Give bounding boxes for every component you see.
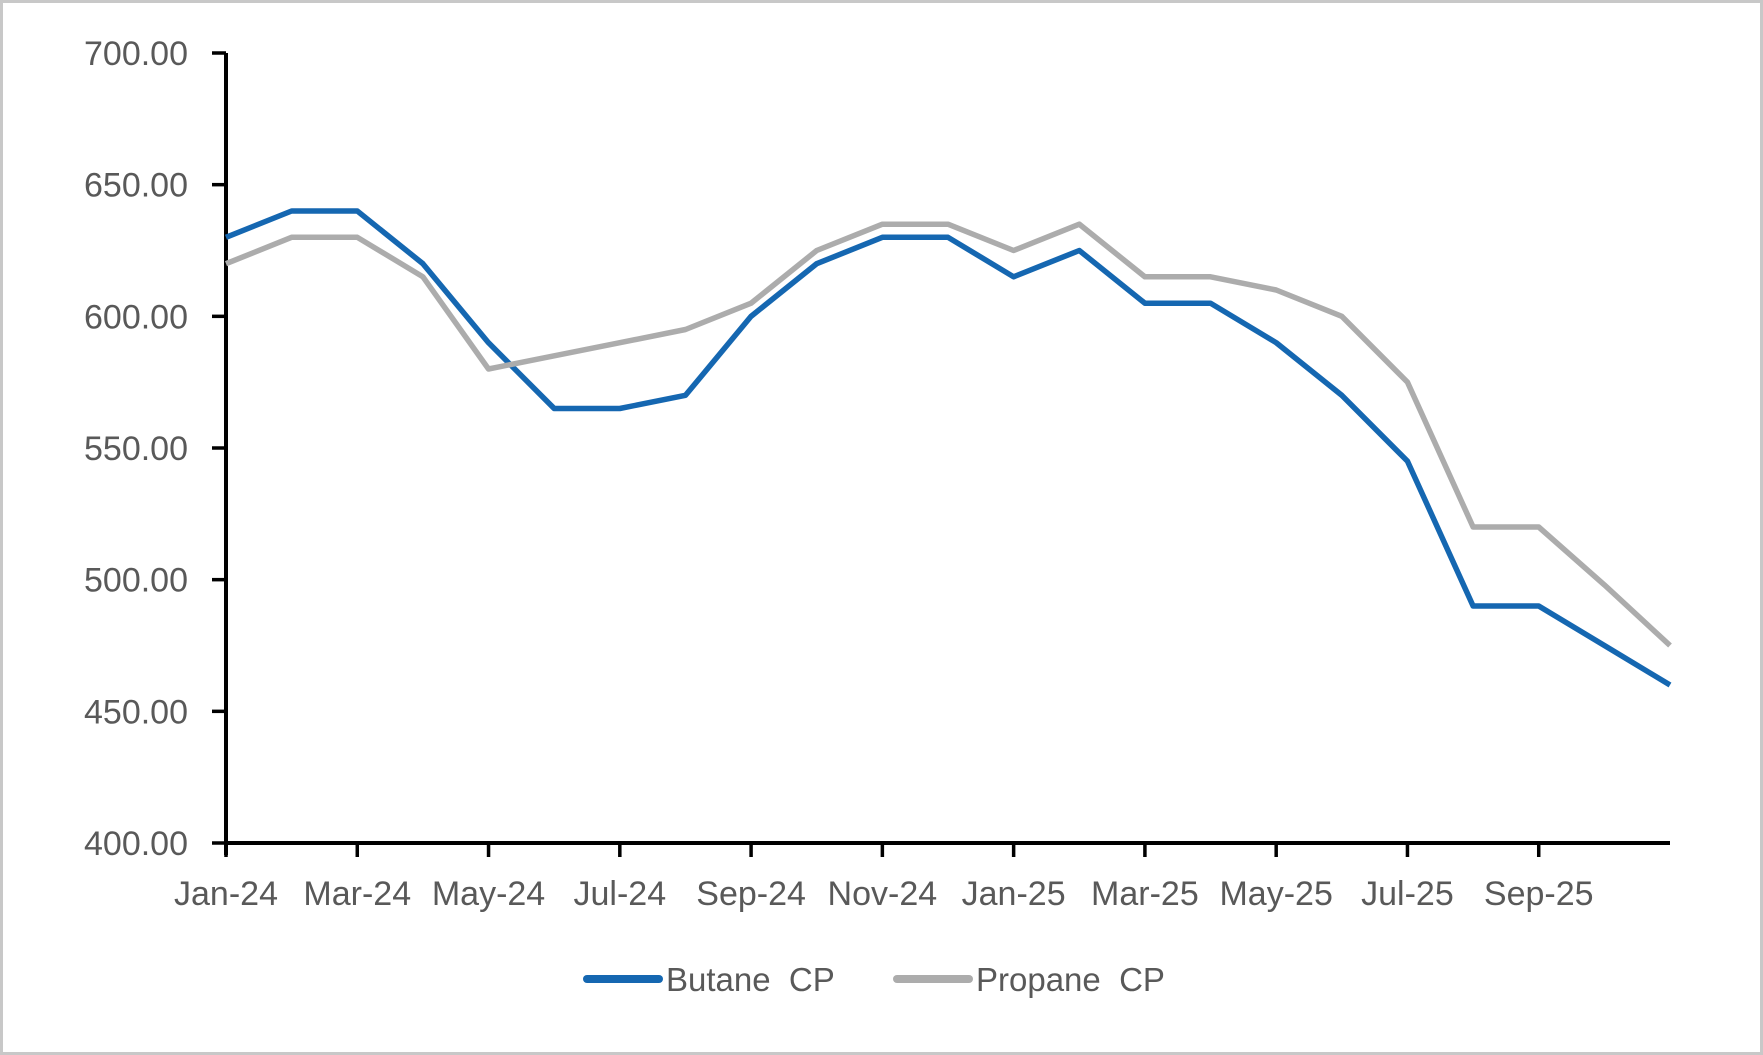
x-tick-label: Sep-25 [1484,875,1594,913]
x-tick-label: Jul-25 [1361,875,1454,913]
x-tick-label: May-24 [432,875,545,913]
y-tick-label: 450.00 [84,693,188,731]
y-axis-labels: 400.00 450.00 500.00 550.00 600.00 650.00 700.… [84,35,188,863]
y-tick-label: 650.00 [84,167,188,205]
y-tick-label: 400.00 [84,825,188,863]
axes [224,53,1670,855]
series-line-propane-cp [224,221,1672,648]
y-tick-label: 600.00 [84,298,188,336]
x-tick-label: Sep-24 [696,875,806,913]
x-tick-label: Jan-25 [962,875,1066,913]
x-axis-labels: Jan-24 Mar-24 May-24 Jul-24 Sep-24 Nov-24 Jan-… [174,875,1594,913]
x-tick-label: Mar-24 [303,875,411,913]
legend-label-propane-cp: Propane CP [976,961,1165,998]
data-series [224,208,1672,688]
y-tick-label: 700.00 [84,35,188,73]
y-tick-label: 550.00 [84,430,188,468]
x-tick-label: Nov-24 [828,875,938,913]
x-tick-label: Jan-24 [174,875,278,913]
y-tick-label: 500.00 [84,562,188,600]
legend-label-butane-cp: Butane CP [666,961,835,998]
y-axis-ticks [212,51,226,845]
x-tick-label: May-25 [1219,875,1332,913]
x-tick-label: Jul-24 [574,875,667,913]
x-tick-label: Mar-25 [1091,875,1199,913]
series-line-butane-cp [224,208,1672,688]
legend: Butane CP Propane CP [583,961,1165,998]
x-axis-ticks [224,843,1541,857]
